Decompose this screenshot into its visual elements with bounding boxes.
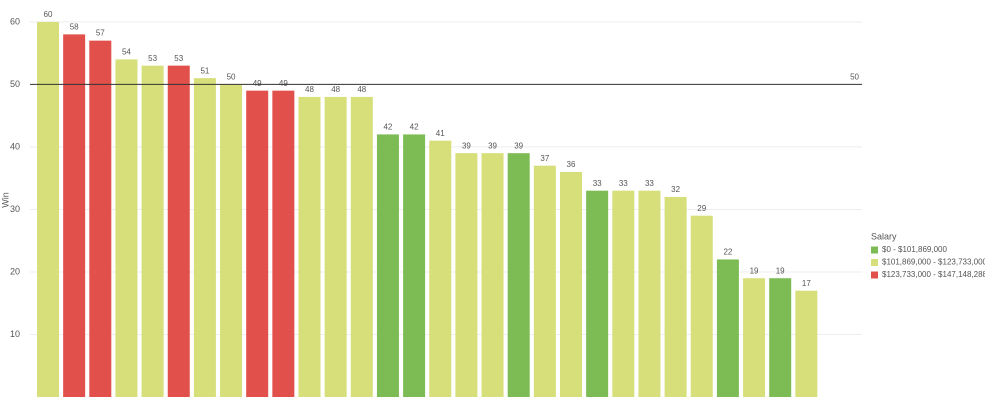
- data-label: 42: [383, 123, 392, 132]
- data-label: 42: [410, 123, 419, 132]
- data-label: 33: [619, 179, 628, 188]
- data-label: 22: [723, 248, 732, 257]
- bar: [298, 96, 321, 397]
- data-label: 57: [96, 29, 105, 38]
- legend-title: Salary: [871, 231, 897, 241]
- bar: [37, 21, 59, 397]
- reference-label: 50: [850, 73, 859, 82]
- bar: [115, 59, 138, 397]
- data-label: 53: [174, 54, 183, 63]
- bar: [324, 96, 347, 397]
- bar: [246, 90, 269, 398]
- bar: [167, 65, 190, 398]
- data-label: 19: [750, 266, 759, 275]
- y-tick-label: 50: [10, 79, 20, 89]
- legend-label: $101,869,000 - $123,733,000: [882, 258, 985, 267]
- data-label: 29: [697, 204, 706, 213]
- bar: [350, 96, 373, 397]
- data-label: 54: [122, 48, 131, 57]
- bar: [743, 278, 766, 397]
- data-label: 49: [279, 79, 288, 88]
- bar: [376, 134, 399, 397]
- legend-swatch: [871, 246, 878, 254]
- y-tick-label: 30: [10, 204, 20, 214]
- bar: [716, 259, 739, 397]
- data-label: 41: [436, 129, 445, 138]
- data-label: 33: [645, 179, 654, 188]
- bar: [690, 215, 713, 397]
- bar: [664, 196, 687, 397]
- bar: [481, 153, 504, 397]
- bar: [63, 34, 86, 397]
- data-label: 51: [200, 66, 209, 75]
- bar: [507, 153, 530, 397]
- data-label: 39: [514, 141, 523, 150]
- bar: [141, 65, 164, 398]
- data-label: 48: [331, 85, 340, 94]
- bar: [272, 90, 295, 398]
- data-label: 17: [802, 279, 811, 288]
- bar: [638, 190, 661, 397]
- data-label: 48: [305, 85, 314, 94]
- data-label: 58: [70, 22, 79, 31]
- legend-label: $0 - $101,869,000: [882, 245, 947, 254]
- bar: [769, 278, 792, 397]
- bar: [455, 153, 478, 397]
- y-tick-label: 40: [10, 141, 20, 151]
- y-axis-label: Win: [0, 192, 10, 208]
- data-label: 37: [540, 154, 549, 163]
- bar: [220, 84, 243, 397]
- data-label: 50: [227, 73, 236, 82]
- legend-swatch: [871, 271, 878, 279]
- legend-swatch: [871, 259, 878, 266]
- bar: [403, 134, 426, 397]
- y-tick-label: 60: [10, 16, 20, 26]
- data-label: 36: [567, 160, 576, 169]
- legend-label: $123,733,000 - $147,148,288: [882, 270, 985, 279]
- data-label: 32: [671, 185, 680, 194]
- data-label: 60: [44, 10, 53, 19]
- bar: [586, 190, 609, 397]
- y-tick-label: 20: [10, 266, 20, 276]
- y-tick-label: 10: [10, 329, 20, 339]
- bar: [89, 40, 112, 398]
- bar: [560, 171, 582, 397]
- bar: [429, 140, 452, 397]
- bar: [193, 78, 216, 398]
- data-label: 39: [488, 141, 497, 150]
- bar: [795, 290, 818, 397]
- data-label: 48: [357, 85, 366, 94]
- data-label: 19: [776, 266, 785, 275]
- bar: [533, 165, 556, 397]
- data-label: 33: [593, 179, 602, 188]
- data-label: 49: [253, 79, 262, 88]
- data-label: 53: [148, 54, 157, 63]
- data-label: 39: [462, 141, 471, 150]
- bar: [612, 190, 635, 397]
